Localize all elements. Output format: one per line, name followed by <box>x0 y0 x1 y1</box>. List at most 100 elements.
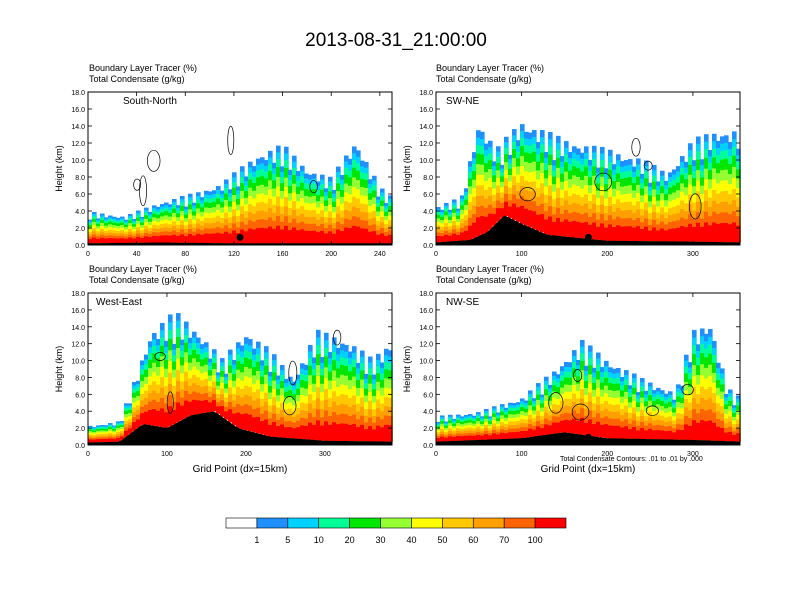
y-tick-label: 10.0 <box>419 158 433 165</box>
tracer-band <box>108 438 113 442</box>
tracer-band <box>216 232 221 244</box>
tracer-band <box>320 425 325 441</box>
tracer-band <box>380 427 385 442</box>
panel-title-line1: Boundary Layer Tracer (%) <box>436 63 545 73</box>
y-tick-label: 4.0 <box>75 209 85 216</box>
tracer-band <box>708 420 713 441</box>
tracer-band <box>696 222 701 242</box>
tracer-band <box>508 206 513 218</box>
colorbar-label: 1 <box>254 535 259 545</box>
condensate-contour <box>166 391 174 414</box>
tracer-band <box>444 437 449 442</box>
tracer-band <box>136 419 141 428</box>
tracer-band <box>676 429 681 440</box>
tracer-band <box>520 431 525 439</box>
tracer-band <box>512 203 517 220</box>
tracer-band <box>324 421 329 441</box>
colorbar-label: 50 <box>437 535 447 545</box>
tracer-band <box>560 221 565 237</box>
y-tick-label: 10.0 <box>419 359 433 366</box>
tracer-band <box>568 221 573 238</box>
tracer-band <box>692 226 697 242</box>
tracer-band <box>312 230 317 244</box>
tracer-band <box>512 432 517 439</box>
panel-label: NW-SE <box>446 297 479 308</box>
tracer-band <box>352 225 357 244</box>
panel-sw-ne: SW-NE 0.0 2.0 4.0 6.0 8.0 10.0 12.0 14.0 16.0 18.0… <box>402 90 741 258</box>
condensate-contour <box>631 137 641 157</box>
tracer-band <box>300 229 305 244</box>
colorbar-swatch <box>349 517 381 529</box>
tracer-band <box>264 228 269 244</box>
terrain-fill <box>88 242 392 245</box>
y-tick-label: 0.0 <box>423 243 433 250</box>
y-tick-label: 18.0 <box>71 90 85 97</box>
tracer-band <box>528 210 533 228</box>
tracer-band <box>328 231 333 244</box>
tracer-band <box>568 420 573 434</box>
tracer-band <box>96 238 101 244</box>
tracer-band <box>656 429 661 440</box>
tracer-band <box>292 227 297 244</box>
tracer-band <box>212 233 217 244</box>
tracer-band <box>376 234 381 244</box>
condensate-contour <box>573 369 583 382</box>
tracer-band <box>712 222 717 242</box>
tracer-band <box>436 438 441 442</box>
tracer-band <box>308 230 313 244</box>
x-tick-label: 100 <box>516 251 528 258</box>
colorbar-swatch <box>287 517 320 529</box>
tracer-band <box>624 426 629 439</box>
colorbar-label: 20 <box>345 535 355 545</box>
tracer-band <box>716 223 721 243</box>
tracer-band <box>284 427 289 438</box>
condensate-contour <box>133 178 142 191</box>
y-tick-label: 18.0 <box>419 291 433 298</box>
tracer-band <box>156 410 161 427</box>
tracer-band <box>596 421 601 437</box>
tracer-band <box>636 226 641 242</box>
tracer-band <box>168 406 173 427</box>
y-axis-label: Height (km) <box>54 346 64 393</box>
colorbar-label: 100 <box>528 535 543 545</box>
tracer-band <box>260 421 265 435</box>
y-tick-label: 8.0 <box>423 175 433 182</box>
tracer-band <box>184 400 189 418</box>
tracer-band <box>88 439 93 443</box>
tracer-band <box>456 235 461 241</box>
tracer-band <box>196 400 201 415</box>
tracer-band <box>188 233 193 243</box>
condensate-contour <box>309 180 318 194</box>
condensate-contour <box>147 149 161 172</box>
tracer-band <box>684 227 689 242</box>
tracer-band <box>632 427 637 439</box>
panel-nw-se: NW-SE 0.0 2.0 4.0 6.0 8.0 10.0 12.0 14.0 16.0 18.0… <box>402 291 741 475</box>
tracer-band <box>224 411 229 420</box>
tracer-band <box>316 232 321 244</box>
y-tick-label: 2.0 <box>423 226 433 233</box>
tracer-band <box>364 429 369 442</box>
tracer-band <box>288 230 293 244</box>
tracer-band <box>316 420 321 441</box>
colorbar-swatch <box>472 517 505 529</box>
tracer-band <box>384 236 389 244</box>
tracer-band <box>296 427 301 439</box>
tracer-band <box>280 229 285 244</box>
condensate-contour <box>282 396 297 416</box>
tracer-band <box>592 222 597 240</box>
tracer-band <box>256 416 261 434</box>
tracer-band <box>284 225 289 244</box>
x-tick-label: 160 <box>277 251 289 258</box>
tracer-band <box>240 414 245 430</box>
tracer-band <box>300 425 305 440</box>
tracer-band <box>124 238 129 243</box>
x-tick-label: 80 <box>181 251 189 258</box>
tracer-band <box>724 222 729 243</box>
tracer-band <box>608 224 613 241</box>
tracer-band <box>236 412 241 429</box>
x-tick-label: 0 <box>86 451 90 458</box>
y-tick-label: 4.0 <box>423 209 433 216</box>
x-tick-label: 0 <box>434 251 438 258</box>
tracer-band <box>276 426 281 438</box>
tracer-band <box>564 219 569 237</box>
